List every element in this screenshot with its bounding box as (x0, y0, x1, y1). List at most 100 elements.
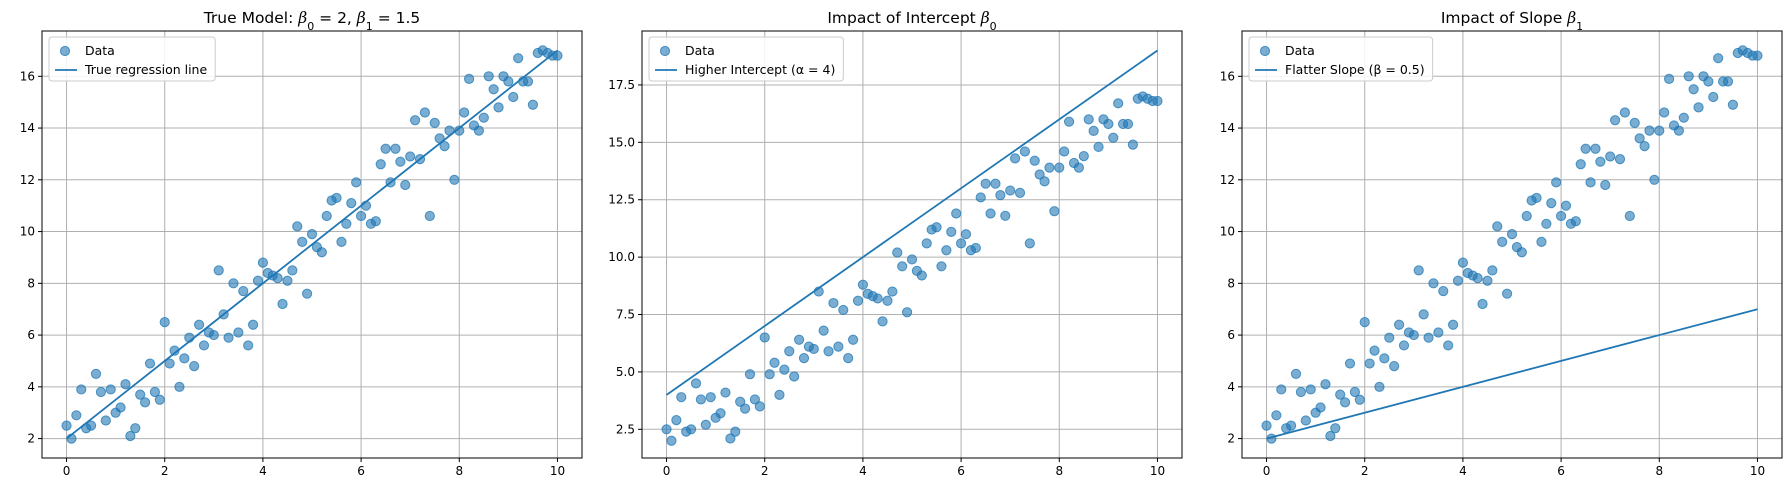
data-point (478, 112, 489, 123)
data-point (247, 319, 259, 330)
data-point (1398, 340, 1410, 351)
data-point (1580, 143, 1591, 154)
data-point (1078, 151, 1089, 162)
legend-box (1248, 36, 1434, 82)
y-tick-label: 8 (1227, 276, 1235, 290)
data-point (941, 245, 952, 256)
y-tick-label: 16 (20, 69, 35, 83)
data-point (409, 115, 421, 126)
data-point (1639, 141, 1650, 152)
legend: Data Flatter Slope (β = 0.5) (1248, 36, 1434, 82)
data-point (1049, 206, 1060, 217)
legend-label: True regression line (84, 62, 207, 77)
data-point (720, 387, 731, 398)
data-point (351, 177, 362, 188)
data-point (818, 325, 829, 336)
y-tick-label: 10 (20, 225, 35, 239)
data-point (228, 278, 239, 289)
data-point (872, 293, 883, 304)
data-point (1531, 192, 1542, 204)
data-point (892, 247, 903, 258)
data-point (395, 156, 406, 167)
data-point (1413, 265, 1424, 276)
y-tick-label: 6 (1227, 328, 1235, 342)
data-point (1305, 384, 1316, 395)
data-point (473, 125, 485, 136)
x-tick-label: 8 (455, 464, 463, 478)
data-point (243, 340, 254, 351)
data-point (666, 435, 677, 446)
x-tick-label: 2 (761, 464, 769, 478)
y-tick-label: 14 (20, 121, 35, 135)
data-point (769, 357, 780, 368)
data-point (1614, 154, 1626, 165)
y-tick-label: 2 (1227, 432, 1235, 446)
data-point (95, 386, 107, 398)
data-point (380, 143, 391, 154)
data-point (257, 257, 269, 268)
data-point (916, 270, 927, 281)
data-point (793, 334, 805, 345)
y-tick-label: 10.0 (608, 250, 635, 264)
data-point (1727, 99, 1739, 110)
data-point (1335, 389, 1346, 400)
legend-marker (659, 45, 671, 57)
data-point (1369, 345, 1380, 356)
data-point (828, 297, 839, 309)
data-point (1551, 177, 1562, 188)
y-tick-label: 12 (20, 173, 35, 187)
title-segment: = 2, (314, 9, 357, 27)
data-point (1039, 176, 1050, 187)
data-point (439, 141, 450, 152)
data-point (1024, 238, 1035, 249)
data-point (1688, 84, 1699, 95)
data-point (144, 358, 156, 369)
data-point (1629, 117, 1640, 128)
data-point (906, 254, 918, 265)
legend-label: Higher Intercept (α = 4) (685, 62, 835, 77)
data-point (1127, 139, 1139, 150)
data-point (1019, 146, 1031, 157)
data-point (316, 247, 327, 258)
data-point (1693, 102, 1704, 113)
data-point (1005, 185, 1016, 196)
data-point (852, 295, 864, 306)
data-point (125, 430, 136, 442)
data-point (1320, 379, 1331, 390)
data-point (164, 358, 175, 369)
data-point (1300, 415, 1311, 426)
data-point (1349, 386, 1361, 398)
data-point (1330, 423, 1341, 434)
data-point (739, 403, 751, 414)
axes-frame (1241, 30, 1783, 459)
data-point (1487, 265, 1498, 276)
y-tick-label: 4 (27, 380, 35, 394)
data-point (759, 332, 770, 343)
y-tick-label: 5.0 (616, 365, 635, 379)
data-point (1521, 210, 1532, 222)
chart-title: Impact of Intercept β0 (827, 9, 996, 33)
data-point (252, 275, 264, 286)
data-point (789, 371, 800, 382)
data-point (189, 361, 200, 372)
data-point (355, 210, 367, 222)
data-point (115, 402, 126, 413)
data-point (1438, 285, 1449, 297)
data-point (61, 420, 72, 431)
data-point (213, 265, 224, 276)
data-point (1354, 394, 1365, 405)
title-segment: 1 (1576, 20, 1583, 33)
title-segment: β (980, 9, 990, 27)
data-point (980, 178, 991, 189)
x-tick-label: 10 (550, 464, 565, 478)
data-point (1649, 174, 1660, 185)
data-point (995, 190, 1006, 201)
data-point (857, 279, 869, 290)
legend-marker (59, 45, 71, 57)
data-point (135, 389, 146, 400)
data-point (1590, 143, 1601, 154)
y-tick-label: 17.5 (608, 78, 635, 92)
data-point (1108, 132, 1119, 143)
x-tick-label: 8 (1655, 464, 1663, 478)
title-segment: Impact of Intercept (827, 9, 980, 27)
